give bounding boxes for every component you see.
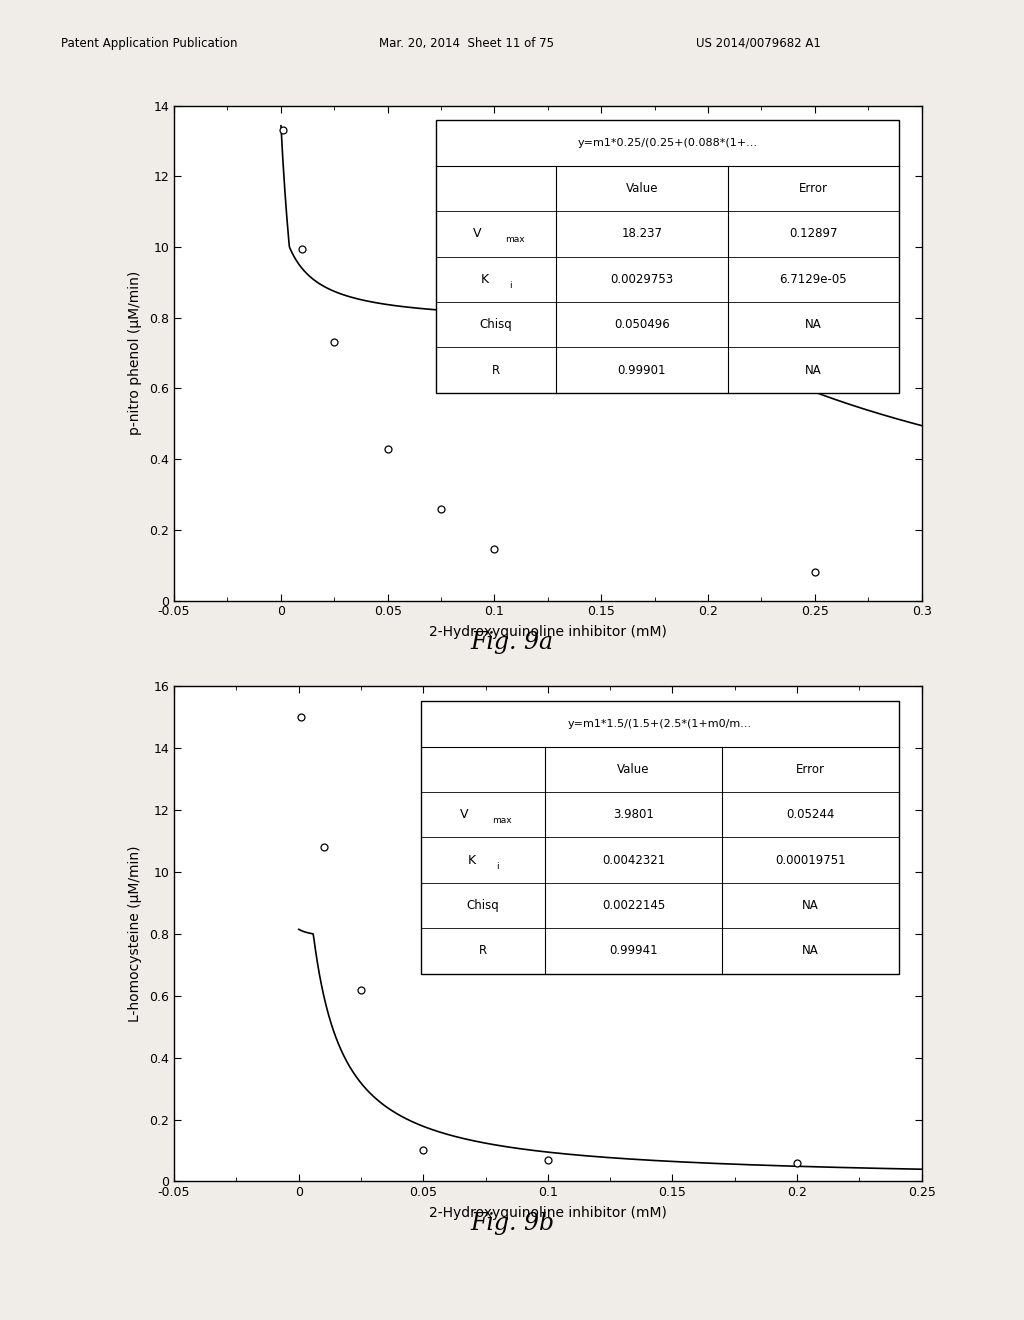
Point xyxy=(380,438,396,459)
Text: y=m1*1.5/(1.5+(2.5*(1+m0/m...: y=m1*1.5/(1.5+(2.5*(1+m0/m... xyxy=(568,719,752,729)
Text: Value: Value xyxy=(626,182,658,195)
Point xyxy=(293,706,309,727)
Point xyxy=(415,1140,431,1162)
Point xyxy=(788,1152,805,1173)
Text: US 2014/0079682 A1: US 2014/0079682 A1 xyxy=(696,37,821,50)
Text: 0.12897: 0.12897 xyxy=(790,227,838,240)
Bar xyxy=(421,701,899,974)
Text: max: max xyxy=(492,816,511,825)
Point xyxy=(807,562,823,583)
Text: i: i xyxy=(510,281,512,289)
Text: 6.7129e-05: 6.7129e-05 xyxy=(779,273,847,285)
Point xyxy=(326,331,342,352)
Point xyxy=(352,979,370,1001)
Text: 0.050496: 0.050496 xyxy=(614,318,670,331)
Text: NA: NA xyxy=(802,899,819,912)
Text: 0.00019751: 0.00019751 xyxy=(775,854,846,866)
Text: NA: NA xyxy=(805,363,822,376)
Text: Chisq: Chisq xyxy=(467,899,500,912)
Text: K: K xyxy=(468,854,476,866)
Text: Error: Error xyxy=(797,763,825,776)
Text: 0.99901: 0.99901 xyxy=(617,363,667,376)
Text: Mar. 20, 2014  Sheet 11 of 75: Mar. 20, 2014 Sheet 11 of 75 xyxy=(379,37,554,50)
Text: 3.9801: 3.9801 xyxy=(613,808,654,821)
Text: R: R xyxy=(492,363,500,376)
Bar xyxy=(436,120,899,393)
Text: NA: NA xyxy=(805,318,822,331)
Text: 0.05244: 0.05244 xyxy=(786,808,835,821)
Text: K: K xyxy=(480,273,488,285)
Point xyxy=(294,239,310,260)
X-axis label: 2-Hydroxyquinoline inhibitor (mM): 2-Hydroxyquinoline inhibitor (mM) xyxy=(429,626,667,639)
Text: NA: NA xyxy=(802,944,819,957)
Point xyxy=(433,498,450,519)
Text: i: i xyxy=(497,862,500,870)
Text: Value: Value xyxy=(617,763,650,776)
Point xyxy=(274,120,291,141)
Point xyxy=(315,837,332,858)
Text: 0.0022145: 0.0022145 xyxy=(602,899,666,912)
Text: Chisq: Chisq xyxy=(479,318,512,331)
Text: y=m1*0.25/(0.25+(0.088*(1+...: y=m1*0.25/(0.25+(0.088*(1+... xyxy=(578,139,758,148)
Text: 0.0042321: 0.0042321 xyxy=(602,854,666,866)
Text: Fig. 9b: Fig. 9b xyxy=(470,1212,554,1234)
Y-axis label: L-homocysteine (μM/min): L-homocysteine (μM/min) xyxy=(128,846,142,1022)
X-axis label: 2-Hydroxyquinoline inhibitor (mM): 2-Hydroxyquinoline inhibitor (mM) xyxy=(429,1206,667,1220)
Text: 0.99941: 0.99941 xyxy=(609,944,658,957)
Text: V: V xyxy=(460,808,469,821)
Point xyxy=(486,539,503,560)
Text: R: R xyxy=(479,944,487,957)
Point xyxy=(540,1150,556,1171)
Y-axis label: p-nitro phenol (μM/min): p-nitro phenol (μM/min) xyxy=(128,271,142,436)
Text: Patent Application Publication: Patent Application Publication xyxy=(61,37,238,50)
Text: 0.0029753: 0.0029753 xyxy=(610,273,674,285)
Text: max: max xyxy=(505,235,524,244)
Text: V: V xyxy=(473,227,481,240)
Text: Fig. 9a: Fig. 9a xyxy=(470,631,554,653)
Text: Error: Error xyxy=(799,182,828,195)
Text: 18.237: 18.237 xyxy=(622,227,663,240)
